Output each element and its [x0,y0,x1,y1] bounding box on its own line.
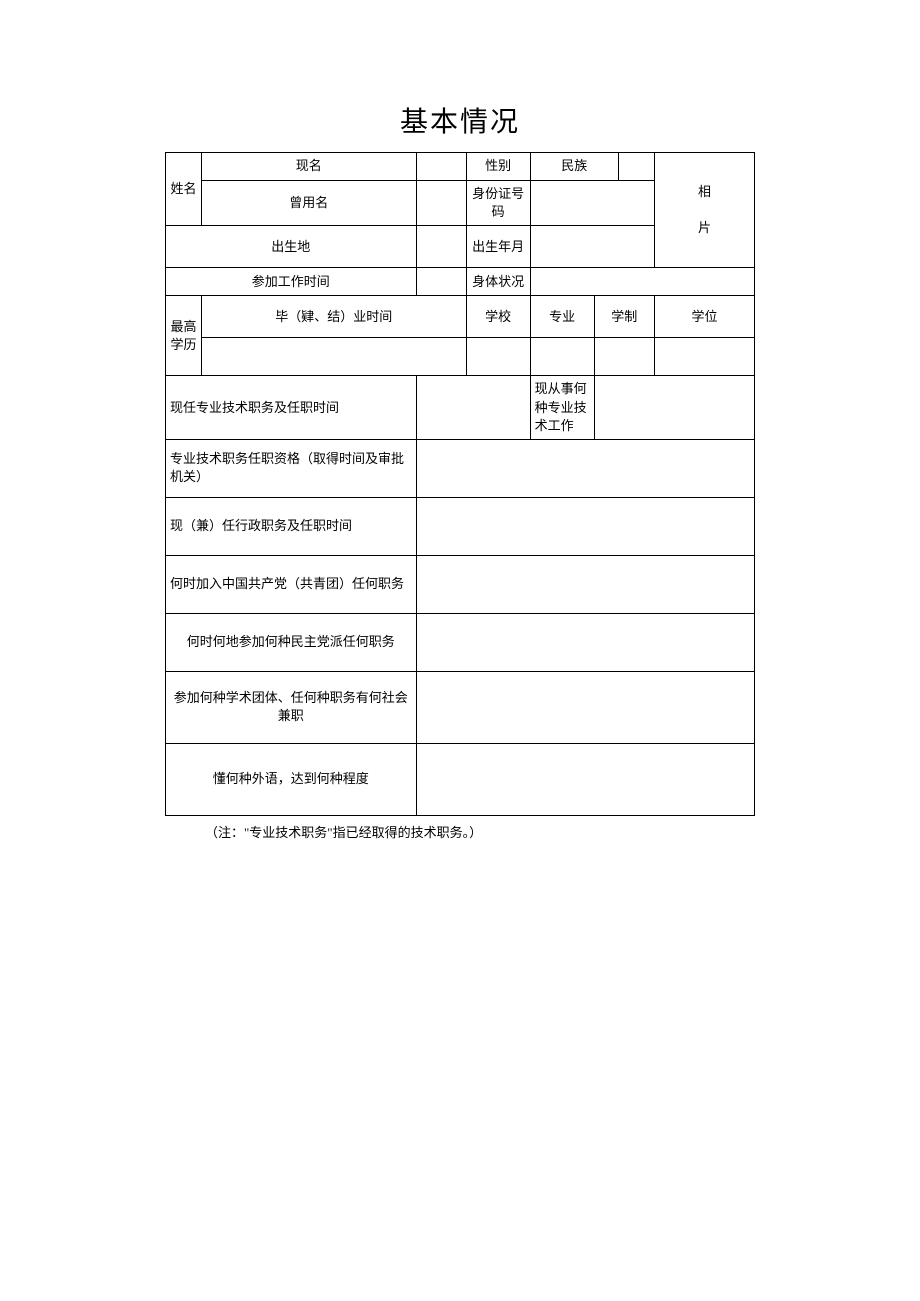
cell-former-name [416,181,466,226]
cell-degree [655,338,755,376]
cell-grad-time [202,338,467,376]
label-grad-time: 毕（肄、结）业时间 [202,296,467,338]
cell-duration [594,338,654,376]
label-health: 身体状况 [466,268,530,296]
label-former-name: 曾用名 [202,181,417,226]
label-gender: 性别 [466,153,530,181]
cell-academic-org [416,671,754,743]
basic-info-table: 姓名 现名 性别 民族 相片 曾用名 身份证号码 出生地 出生年月 参加工作时间… [165,152,755,816]
cell-current-tech-post [416,376,530,440]
cell-major [530,338,594,376]
cell-school [466,338,530,376]
label-id-number: 身份证号码 [466,181,530,226]
label-name-group: 姓名 [166,153,202,226]
label-current-name: 现名 [202,153,417,181]
cell-work-start [416,268,466,296]
footnote-text: （注："专业技术职务"指已经取得的技术职务。） [165,822,755,841]
label-current-tech-post: 现任专业技术职务及任职时间 [166,376,417,440]
label-tech-qualification: 专业技术职务任职资格（取得时间及审批机关） [166,439,417,497]
label-foreign-lang: 懂何种外语，达到何种程度 [166,743,417,815]
cell-foreign-lang [416,743,754,815]
label-ethnicity: 民族 [530,153,618,181]
label-degree: 学位 [655,296,755,338]
cell-id-number [530,181,654,226]
label-admin-post: 现（兼）任行政职务及任职时间 [166,497,417,555]
label-current-tech-work: 现从事何种专业技术工作 [530,376,594,440]
cell-ethnicity [619,153,655,181]
label-democratic-party: 何时何地参加何种民主党派任何职务 [166,613,417,671]
cell-birthplace [416,226,466,268]
label-highest-edu: 最高学历 [166,296,202,376]
label-photo: 相片 [655,153,755,268]
cell-current-name [416,153,466,181]
cell-party-join [416,555,754,613]
cell-democratic-party [416,613,754,671]
label-duration: 学制 [594,296,654,338]
cell-tech-qualification [416,439,754,497]
page-title: 基本情况 [165,100,755,140]
cell-current-tech-work [594,376,754,440]
label-birth-date: 出生年月 [466,226,530,268]
cell-birth-date [530,226,654,268]
cell-admin-post [416,497,754,555]
label-party-join: 何时加入中国共产党（共青团）任何职务 [166,555,417,613]
label-school: 学校 [466,296,530,338]
cell-health [530,268,754,296]
label-work-start: 参加工作时间 [166,268,417,296]
label-major: 专业 [530,296,594,338]
label-birthplace: 出生地 [166,226,417,268]
label-academic-org: 参加何种学术团体、任何种职务有何社会兼职 [166,671,417,743]
